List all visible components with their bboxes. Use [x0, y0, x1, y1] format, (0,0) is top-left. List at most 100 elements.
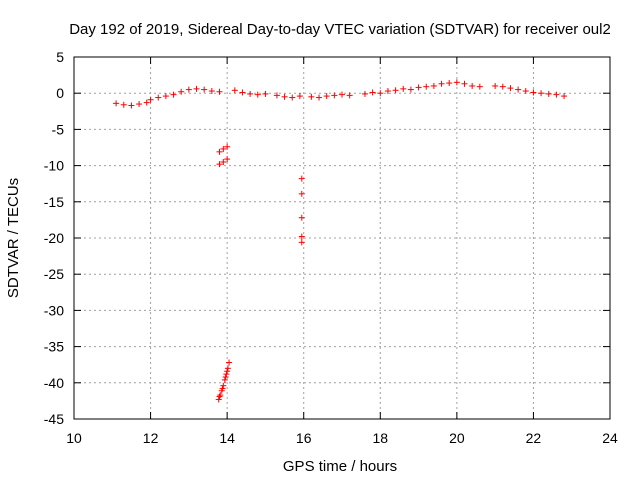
data-point: [113, 100, 120, 107]
data-point: [298, 214, 305, 221]
data-point: [254, 91, 261, 98]
x-axis-label: GPS time / hours: [283, 458, 397, 475]
data-point: [369, 89, 376, 96]
data-point: [469, 82, 476, 89]
data-point: [323, 93, 330, 100]
data-point: [415, 84, 422, 91]
x-tick-label: 22: [526, 430, 542, 446]
data-point: [407, 86, 414, 93]
data-point: [561, 93, 568, 100]
y-tick-label: -20: [44, 230, 64, 246]
data-point: [453, 79, 460, 86]
data-point: [215, 396, 222, 403]
data-point: [400, 85, 407, 92]
data-point: [221, 376, 228, 383]
data-point: [224, 143, 231, 150]
data-point: [538, 90, 545, 97]
data-point: [216, 148, 223, 155]
x-tick-label: 16: [296, 430, 312, 446]
data-point: [185, 86, 192, 93]
data-point: [231, 87, 238, 94]
data-point: [217, 392, 224, 399]
data-point: [316, 94, 323, 101]
data-point: [492, 82, 499, 89]
data-point: [545, 90, 552, 97]
x-tick-label: 12: [143, 430, 159, 446]
y-tick-label: -40: [44, 375, 64, 391]
data-point: [216, 88, 223, 95]
data-point: [522, 88, 529, 95]
chart-title: Day 192 of 2019, Sidereal Day-to-day VTE…: [69, 21, 611, 38]
data-point: [220, 145, 227, 152]
data-point: [155, 94, 162, 101]
data-point: [515, 86, 522, 93]
data-point: [224, 156, 231, 163]
data-point: [296, 93, 303, 100]
x-tick-label: 14: [219, 430, 235, 446]
data-point: [220, 158, 227, 165]
data-point: [298, 239, 305, 246]
data-point: [201, 86, 208, 93]
data-point: [530, 89, 537, 96]
data-point: [331, 92, 338, 99]
data-point: [430, 82, 437, 89]
data-point: [446, 80, 453, 87]
data-point: [224, 365, 231, 372]
data-point: [120, 101, 127, 108]
axis-ticks: 10 12 14 16 18 20 22 24 5 0 -5 -10 -15 -20 -25 -30 -35 -4…: [44, 49, 618, 446]
data-point: [219, 385, 226, 392]
data-point: [346, 92, 353, 99]
data-point: [384, 88, 391, 95]
data-point: [224, 368, 231, 375]
data-point: [178, 88, 185, 95]
data-point: [507, 85, 514, 92]
y-tick-label: -35: [44, 339, 64, 355]
data-point: [298, 175, 305, 182]
data-point: [147, 96, 154, 103]
y-tick-label: 0: [56, 85, 64, 101]
x-tick-label: 18: [372, 430, 388, 446]
x-tick-label: 10: [66, 430, 82, 446]
y-axis-label: SDTVAR / TECUs: [5, 178, 22, 298]
plot-frame: [73, 56, 611, 420]
y-tick-label: 5: [56, 49, 64, 65]
data-point: [361, 90, 368, 97]
data-point: [289, 94, 296, 101]
data-point: [170, 91, 177, 98]
y-tick-label: -15: [44, 194, 64, 210]
data-point: [476, 83, 483, 90]
y-tick-label: -45: [44, 411, 64, 427]
data-point: [461, 80, 468, 87]
data-point: [226, 359, 233, 366]
data-point: [222, 374, 229, 381]
data-point: [208, 88, 215, 95]
data-point: [136, 101, 143, 108]
data-point: [499, 83, 506, 90]
data-point: [308, 93, 315, 100]
data-point: [262, 90, 269, 97]
y-tick-label: -10: [44, 158, 64, 174]
data-point: [423, 83, 430, 90]
data-point: [392, 87, 399, 94]
data-point: [438, 80, 445, 87]
data-point: [216, 393, 223, 400]
y-tick-label: -5: [52, 121, 65, 137]
data-point: [281, 93, 288, 100]
data-point: [162, 93, 169, 100]
y-tick-label: -30: [44, 302, 64, 318]
data-point: [143, 99, 150, 106]
data-point: [220, 382, 227, 389]
data-point: [553, 91, 560, 98]
data-point: [273, 92, 280, 99]
data-point: [298, 190, 305, 197]
data-point: [339, 91, 345, 98]
data-point: [239, 89, 246, 96]
y-tick-label: -25: [44, 266, 64, 282]
grid: [74, 57, 610, 419]
x-tick-label: 20: [449, 430, 465, 446]
data-points: [113, 79, 568, 403]
data-point: [247, 90, 254, 97]
data-point: [377, 90, 384, 97]
data-point: [193, 85, 200, 92]
